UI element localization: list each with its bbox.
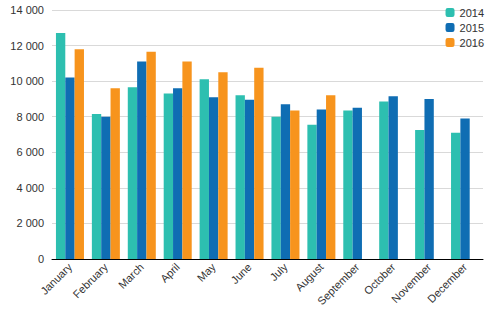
svg-text:2 000: 2 000 [16, 217, 44, 229]
svg-text:October: October [361, 261, 397, 297]
svg-text:12 000: 12 000 [10, 40, 44, 52]
svg-text:2014: 2014 [460, 7, 484, 19]
svg-text:10 000: 10 000 [10, 75, 44, 87]
svg-text:8 000: 8 000 [16, 111, 44, 123]
svg-text:April: April [158, 261, 182, 285]
svg-text:February: February [71, 260, 111, 300]
svg-text:December: December [425, 261, 470, 306]
svg-text:2016: 2016 [460, 37, 484, 49]
svg-text:6 000: 6 000 [16, 146, 44, 158]
svg-text:January: January [38, 260, 74, 296]
svg-text:June: June [228, 261, 253, 286]
svg-text:0: 0 [38, 253, 44, 265]
svg-text:August: August [293, 261, 326, 294]
svg-text:May: May [195, 260, 219, 284]
svg-text:July: July [267, 260, 290, 283]
svg-text:November: November [389, 260, 434, 306]
svg-text:March: March [116, 261, 146, 291]
svg-text:4 000: 4 000 [16, 182, 44, 194]
svg-text:2015: 2015 [460, 22, 484, 34]
svg-text:14 000: 14 000 [10, 4, 44, 16]
svg-text:September: September [315, 261, 362, 308]
